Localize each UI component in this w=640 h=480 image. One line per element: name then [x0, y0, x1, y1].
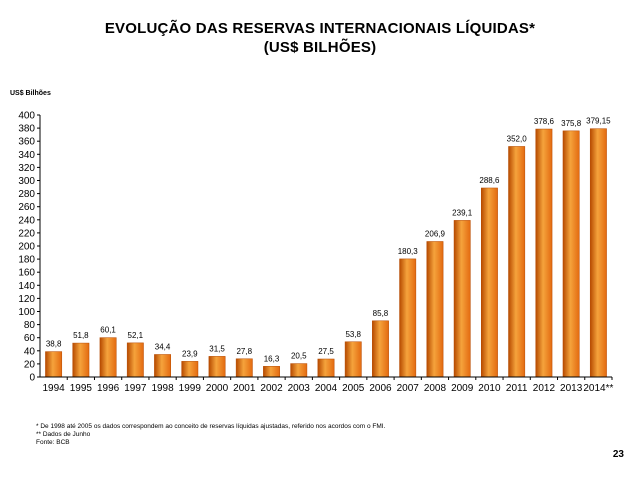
chart-title-line1: EVOLUÇÃO DAS RESERVAS INTERNACIONAIS LÍQ…	[104, 20, 536, 37]
footnotes: * De 1998 até 2005 os dados correspondem…	[36, 423, 385, 447]
y-tick-label: 0	[29, 373, 35, 384]
y-tick-label: 20	[24, 359, 36, 370]
bar	[99, 337, 117, 378]
y-tick-label: 320	[18, 163, 35, 174]
x-tick-label: 1999	[179, 383, 202, 394]
x-tick-label: 2005	[342, 383, 365, 394]
y-tick-label: 260	[18, 202, 35, 213]
x-axis: 1994 1995 1996 1997 1998 1999 2000 2001 2002 2003…	[40, 376, 614, 394]
footnote-1: * De 1998 até 2005 os dados correspondem…	[36, 423, 386, 430]
x-tick-label: 2014**	[583, 383, 613, 394]
bar	[317, 358, 335, 378]
y-tick-label: 380	[18, 124, 35, 135]
y-tick-label: 40	[24, 346, 36, 357]
data-label: 52,1	[128, 331, 144, 340]
x-tick-label: 2003	[288, 383, 311, 394]
bar	[399, 258, 417, 378]
data-label: 379,15	[586, 117, 611, 126]
data-label: 20,5	[291, 352, 307, 361]
y-tick-label: 220	[18, 228, 35, 239]
x-tick-label: 2012	[533, 383, 556, 394]
data-label: 378,6	[534, 117, 555, 126]
data-label: 239,1	[452, 208, 473, 217]
x-tick-label: 2000	[206, 383, 229, 394]
y-axis: 0 20 40 60 80 100 120 140 160 180 200 220 240 260 280 3…	[18, 111, 41, 384]
y-tick-label: 240	[18, 215, 35, 226]
y-tick-label: 160	[18, 268, 35, 279]
data-label: 60,1	[100, 326, 116, 335]
x-tick-label: 2009	[451, 383, 474, 394]
bar	[235, 358, 253, 378]
x-tick-label: 1995	[70, 383, 93, 394]
bar	[481, 187, 498, 378]
page-number: 23	[612, 449, 624, 460]
y-tick-label: 360	[18, 137, 35, 148]
data-label: 34,4	[155, 342, 171, 351]
y-tick-label: 100	[18, 307, 35, 318]
source-note: Fonte: BCB	[36, 439, 70, 446]
bars: 38,8 51,8 60,1 52,1 34,4 23,9 31,5 27,8 16,3 20,5…	[45, 117, 611, 378]
y-axis-unit-label: US$ Bilhões	[10, 90, 51, 97]
x-tick-label: 1998	[151, 383, 174, 394]
data-label: 53,8	[345, 330, 361, 339]
x-tick-label: 2004	[315, 383, 338, 394]
bar	[589, 128, 607, 378]
x-tick-label: 2013	[560, 383, 583, 394]
y-tick-label: 200	[18, 242, 35, 253]
y-tick-label: 120	[18, 294, 35, 305]
data-label: 352,0	[507, 134, 528, 143]
bar	[426, 241, 444, 378]
bar	[154, 354, 171, 378]
data-label: 27,5	[318, 347, 334, 356]
data-label: 51,8	[73, 331, 89, 340]
bar	[453, 220, 471, 378]
x-tick-label: 2008	[424, 383, 447, 394]
x-tick-label: 1997	[124, 383, 147, 394]
bar	[126, 342, 144, 378]
data-label: 288,6	[479, 176, 500, 185]
footnote-2: ** Dados de Junho	[36, 431, 91, 438]
y-tick-label: 80	[24, 320, 36, 331]
bar	[562, 130, 580, 378]
x-tick-label: 2002	[260, 383, 283, 394]
data-label: 206,9	[425, 229, 446, 238]
data-label: 23,9	[182, 349, 198, 358]
y-tick-label: 60	[24, 333, 36, 344]
bar	[181, 361, 199, 378]
bar	[72, 342, 90, 378]
data-label: 375,8	[561, 119, 582, 128]
x-tick-label: 2007	[397, 383, 420, 394]
bar	[508, 146, 526, 378]
x-tick-label: 2001	[233, 383, 256, 394]
y-tick-label: 140	[18, 281, 35, 292]
x-tick-label: 2010	[478, 383, 501, 394]
chart-title-line2: (US$ BILHÕES)	[263, 39, 377, 56]
y-tick-label: 300	[18, 176, 35, 187]
y-tick-label: 340	[18, 150, 35, 161]
bar	[372, 320, 389, 378]
x-tick-label: 2011	[506, 383, 528, 394]
x-tick-label: 2006	[369, 383, 392, 394]
bar	[263, 366, 280, 378]
bar	[535, 128, 553, 378]
y-tick-label: 180	[18, 255, 35, 266]
x-tick-label: 1996	[97, 383, 120, 394]
data-label: 38,8	[46, 340, 62, 349]
data-label: 27,8	[236, 347, 252, 356]
x-tick-label: 1994	[42, 383, 65, 394]
bar	[208, 356, 226, 378]
data-label: 16,3	[264, 354, 280, 363]
data-label: 85,8	[373, 309, 389, 318]
bar	[45, 351, 63, 378]
bar	[344, 341, 362, 378]
data-label: 180,3	[398, 247, 419, 256]
bar	[290, 363, 308, 378]
data-label: 31,5	[209, 344, 225, 353]
y-tick-label: 400	[18, 111, 35, 122]
y-tick-label: 280	[18, 189, 35, 200]
